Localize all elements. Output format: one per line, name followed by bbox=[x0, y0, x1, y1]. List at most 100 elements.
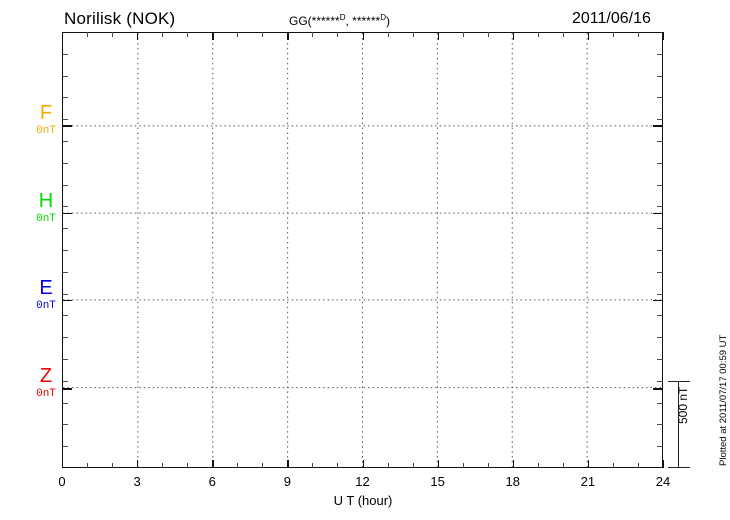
x-tick-top-2 bbox=[112, 32, 114, 37]
y-tick-minor-right-17 bbox=[657, 402, 663, 404]
component-glyph-f: F bbox=[39, 102, 53, 125]
x-tick-label: 18 bbox=[505, 474, 520, 489]
x-tick-bottom-20 bbox=[562, 463, 564, 468]
x-tick-bottom-23 bbox=[637, 463, 639, 468]
x-tick-bottom-6 bbox=[212, 460, 214, 468]
y-tick-minor-right-14 bbox=[657, 337, 663, 339]
y-tick-minor-right-4 bbox=[657, 119, 663, 121]
x-tick-label: 21 bbox=[580, 474, 596, 489]
page-title: Norilisk (NOK) bbox=[64, 9, 176, 28]
coordinate-system-label: GG bbox=[289, 14, 308, 28]
y-tick-minor-15 bbox=[62, 359, 68, 360]
coord-longitude-unit: D bbox=[380, 13, 386, 22]
y-tick-minor-13 bbox=[62, 315, 68, 317]
x-tick-top-6 bbox=[212, 32, 214, 40]
x-tick-top-24 bbox=[663, 32, 665, 40]
x-tick-top-9 bbox=[287, 32, 289, 40]
y-tick-major-right-f bbox=[653, 125, 663, 127]
y-tick-minor-right-2 bbox=[657, 75, 663, 77]
y-tick-minor-8 bbox=[62, 206, 68, 208]
x-tick-top-20 bbox=[562, 32, 564, 37]
y-tick-minor-right-16 bbox=[657, 380, 663, 382]
component-label-h: H 0nT bbox=[36, 191, 56, 225]
y-tick-minor-right-12 bbox=[657, 293, 663, 295]
y-tick-minor-right-9 bbox=[657, 228, 663, 230]
y-tick-minor-14 bbox=[62, 337, 68, 339]
x-tick-bottom-16 bbox=[462, 463, 464, 468]
y-tick-minor-right-13 bbox=[657, 315, 663, 317]
x-tick-bottom-24 bbox=[663, 460, 665, 468]
coord-separator: , bbox=[345, 14, 353, 28]
y-tick-minor-right-8 bbox=[657, 206, 663, 208]
x-tick-bottom-11 bbox=[337, 463, 339, 468]
x-tick-top-4 bbox=[162, 32, 164, 37]
coord-latitude: ****** bbox=[311, 14, 340, 28]
x-tick-label: 0 bbox=[58, 474, 66, 489]
x-tick-top-0 bbox=[62, 32, 64, 40]
component-zero-label-e: 0nT bbox=[36, 300, 56, 313]
y-tick-minor-19 bbox=[62, 446, 68, 448]
y-tick-minor-10 bbox=[62, 250, 68, 251]
x-tick-bottom-3 bbox=[137, 460, 139, 468]
x-tick-label: 9 bbox=[283, 474, 291, 489]
component-zero-label-z: 0nT bbox=[36, 388, 56, 401]
y-tick-minor-6 bbox=[62, 162, 68, 164]
y-tick-major-right-h bbox=[653, 212, 663, 215]
x-tick-bottom-0 bbox=[62, 460, 64, 468]
y-tick-minor-right-5 bbox=[657, 141, 663, 142]
x-tick-bottom-17 bbox=[487, 463, 489, 468]
scale-bar-bottom-cap bbox=[668, 466, 690, 468]
component-glyph-h: H bbox=[38, 189, 54, 212]
x-tick-bottom-10 bbox=[312, 463, 314, 468]
coordinate-annotation: GG(******D, ******D) bbox=[289, 13, 390, 28]
y-tick-minor-right-18 bbox=[657, 424, 663, 426]
y-tick-minor-right-15 bbox=[657, 359, 663, 360]
x-tick-bottom-19 bbox=[537, 463, 539, 468]
x-tick-label: 12 bbox=[355, 474, 370, 489]
x-tick-bottom-18 bbox=[512, 460, 515, 468]
x-tick-bottom-14 bbox=[412, 463, 414, 468]
scale-bar-label: 500 nT bbox=[676, 386, 690, 424]
x-tick-top-1 bbox=[87, 32, 89, 37]
scale-bar-stem bbox=[678, 381, 680, 468]
x-tick-top-21 bbox=[587, 32, 590, 40]
component-zero-label-h: 0nT bbox=[36, 212, 56, 225]
y-tick-minor-11 bbox=[62, 271, 68, 273]
y-tick-major-right-e bbox=[653, 300, 663, 302]
y-tick-major-right-z bbox=[653, 388, 663, 390]
y-tick-minor-12 bbox=[62, 293, 68, 295]
x-tick-top-7 bbox=[237, 32, 239, 37]
x-tick-top-14 bbox=[412, 32, 414, 37]
component-glyph-e: E bbox=[39, 277, 53, 300]
x-tick-bottom-12 bbox=[362, 460, 364, 468]
y-tick-minor-7 bbox=[62, 184, 68, 186]
y-tick-major-h bbox=[62, 212, 72, 215]
x-tick-label: 24 bbox=[655, 474, 671, 489]
coord-latitude-unit: D bbox=[339, 13, 346, 22]
x-tick-label: 6 bbox=[208, 474, 216, 489]
x-tick-label: 3 bbox=[133, 474, 141, 489]
y-tick-minor-2 bbox=[62, 75, 68, 77]
y-tick-minor-4 bbox=[62, 119, 68, 121]
x-tick-top-13 bbox=[387, 32, 389, 37]
x-tick-bottom-2 bbox=[112, 463, 114, 468]
coord-longitude: ****** bbox=[352, 14, 381, 28]
component-label-z: Z 0nT bbox=[36, 366, 56, 400]
y-tick-minor-right-1 bbox=[657, 53, 663, 55]
y-tick-minor-right-19 bbox=[657, 446, 663, 448]
y-tick-minor-right-11 bbox=[657, 271, 663, 273]
x-tick-top-10 bbox=[312, 32, 314, 37]
y-tick-major-e bbox=[62, 300, 72, 302]
x-tick-top-12 bbox=[362, 32, 364, 40]
x-axis-title: U T (hour) bbox=[333, 493, 393, 508]
x-tick-top-22 bbox=[612, 32, 614, 37]
x-tick-top-17 bbox=[487, 32, 489, 37]
x-tick-top-15 bbox=[437, 32, 439, 40]
x-tick-bottom-8 bbox=[262, 463, 264, 468]
y-tick-minor-18 bbox=[62, 424, 68, 426]
y-tick-minor-right-6 bbox=[657, 162, 663, 164]
plot-area bbox=[62, 32, 663, 468]
y-tick-minor-9 bbox=[62, 228, 68, 230]
component-zero-label-f: 0nT bbox=[36, 125, 56, 138]
